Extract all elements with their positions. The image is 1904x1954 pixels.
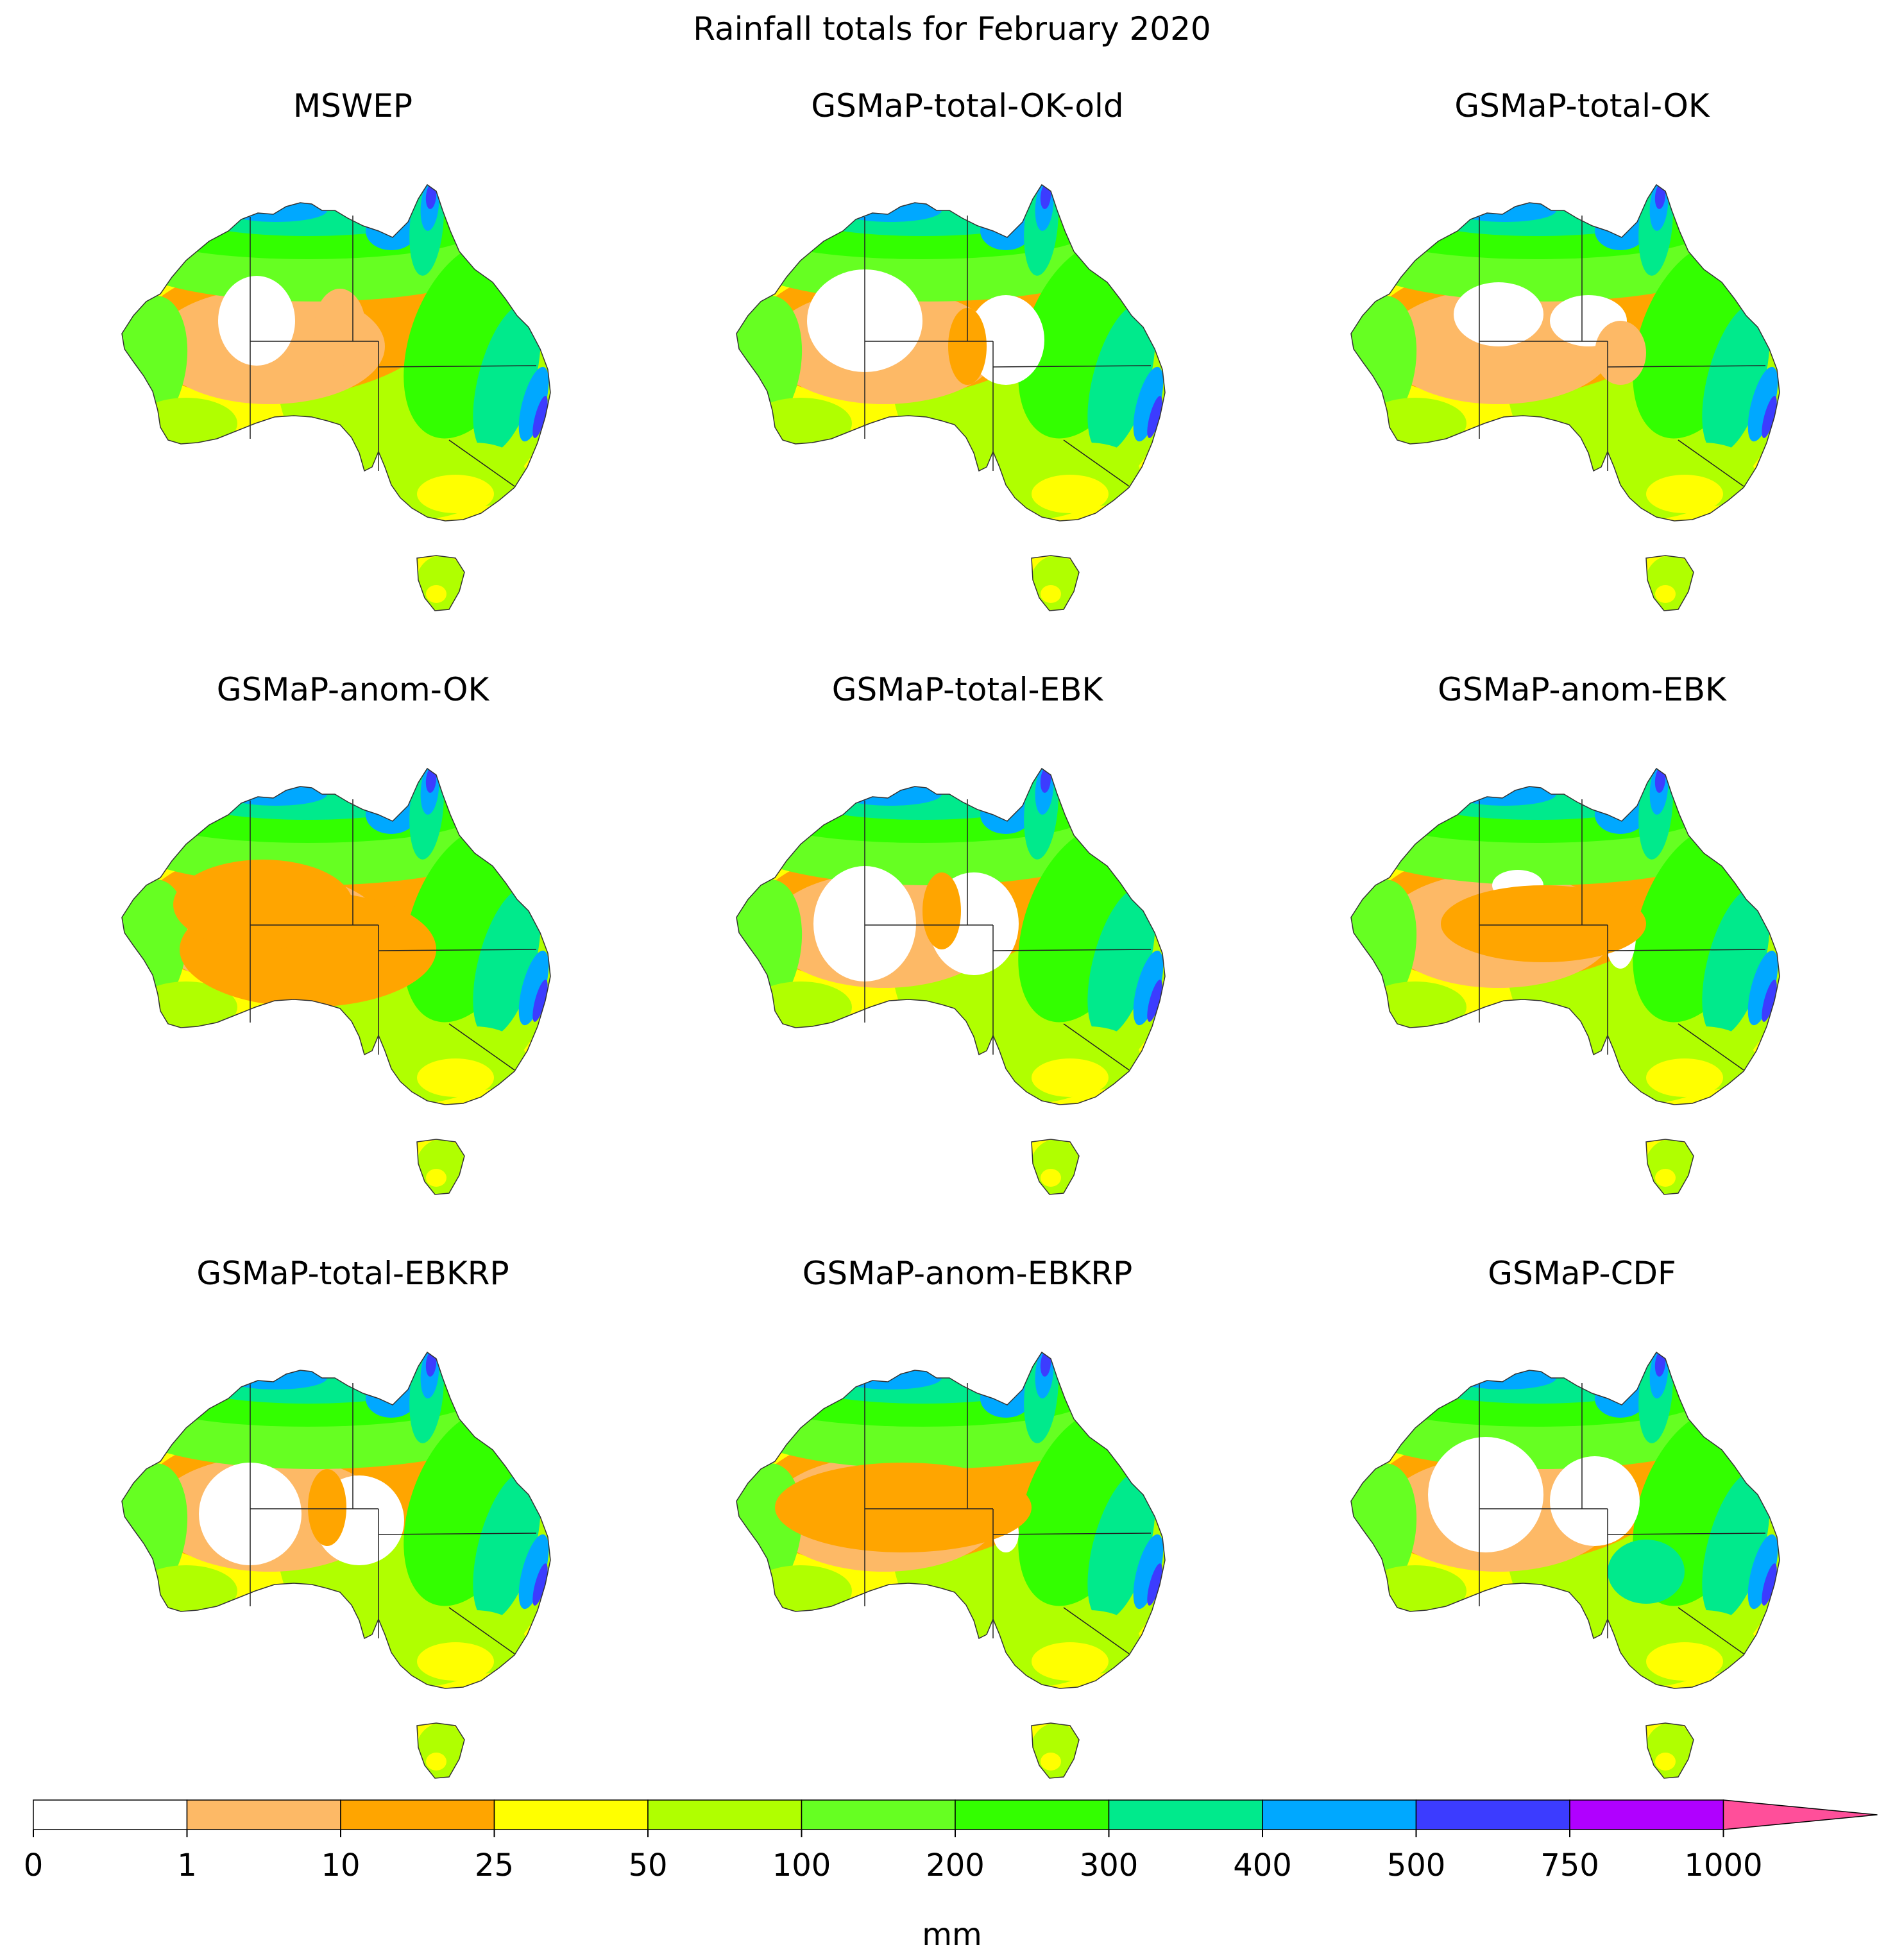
map-panel-7: GSMaP-total-EBKRP	[58, 1251, 648, 1815]
map-panel-5: GSMaP-total-EBK	[672, 667, 1262, 1232]
australia-rainfall-map	[1350, 183, 1780, 611]
panel-title: GSMaP-CDF	[1488, 1255, 1676, 1292]
panel-title: GSMaP-total-EBKRP	[196, 1255, 509, 1292]
australia-rainfall-map	[736, 767, 1166, 1195]
colorbar-segment	[1108, 1799, 1263, 1830]
australia-rainfall-map	[736, 183, 1166, 611]
australia-rainfall-map	[1350, 1351, 1780, 1779]
colorbar-tick-label: 750	[1540, 1848, 1599, 1883]
colorbar-segment	[33, 1799, 188, 1830]
australia-rainfall-map	[121, 183, 551, 611]
colorbar-segment	[1569, 1799, 1724, 1830]
map-panel-2: GSMaP-total-OK-old	[672, 83, 1262, 648]
colorbar-segment	[955, 1799, 1110, 1830]
colorbar-tick-label: 25	[475, 1848, 514, 1883]
australia-rainfall-map	[121, 767, 551, 1195]
australia-rainfall-map	[1350, 767, 1780, 1195]
australia-rainfall-map	[736, 1351, 1166, 1779]
colorbar-tick-label: 1000	[1684, 1848, 1762, 1883]
colorbar-tick-label: 400	[1233, 1848, 1292, 1883]
colorbar-segment	[340, 1799, 495, 1830]
colorbar-segment	[1415, 1799, 1570, 1830]
colorbar-tick-label: 0	[24, 1848, 44, 1883]
australia-rainfall-map	[121, 1351, 551, 1779]
colorbar-extend-arrow	[1722, 1799, 1878, 1830]
map-panel-9: GSMaP-CDF	[1287, 1251, 1877, 1815]
map-panel-6: GSMaP-anom-EBK	[1287, 667, 1877, 1232]
colorbar-label: mm	[922, 1917, 982, 1953]
colorbar-tick-label: 10	[321, 1848, 360, 1883]
colorbar-tick-label: 50	[628, 1848, 667, 1883]
colorbar-tick-label: 100	[772, 1848, 831, 1883]
panel-title: MSWEP	[293, 87, 413, 124]
colorbar-segment	[1262, 1799, 1417, 1830]
colorbar-tick-label: 1	[177, 1848, 197, 1883]
map-panel-8: GSMaP-anom-EBKRP	[672, 1251, 1262, 1815]
panel-title: GSMaP-total-OK-old	[811, 87, 1124, 124]
panel-title: GSMaP-anom-EBK	[1438, 671, 1726, 708]
colorbar-segment	[647, 1799, 803, 1830]
colorbar-tick-label: 300	[1080, 1848, 1139, 1883]
figure-title: Rainfall totals for February 2020	[693, 10, 1211, 47]
colorbar-segment	[801, 1799, 956, 1830]
panel-title: GSMaP-anom-OK	[216, 671, 489, 708]
panel-title: GSMaP-total-EBK	[831, 671, 1103, 708]
colorbar-segment	[186, 1799, 341, 1830]
map-panel-3: GSMaP-total-OK	[1287, 83, 1877, 648]
map-panel-4: GSMaP-anom-OK	[58, 667, 648, 1232]
colorbar-segment	[493, 1799, 649, 1830]
colorbar-tick-label: 500	[1387, 1848, 1446, 1883]
colorbar: 0 1 10 25 50 100 200 300 400 500 750 1000 mm	[24, 1799, 1878, 1953]
panel-title: GSMaP-total-OK	[1454, 87, 1710, 124]
map-panel-1: MSWEP	[58, 83, 648, 648]
panel-title: GSMaP-anom-EBKRP	[802, 1255, 1133, 1292]
colorbar-tick-label: 200	[926, 1848, 985, 1883]
